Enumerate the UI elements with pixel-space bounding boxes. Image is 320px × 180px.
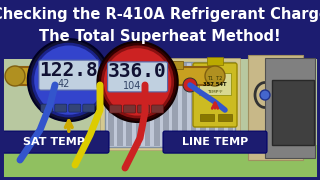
Bar — [136, 63, 141, 146]
FancyBboxPatch shape — [0, 131, 109, 153]
Text: The Total Superheat Method!: The Total Superheat Method! — [39, 28, 281, 44]
Bar — [199, 73, 231, 95]
FancyBboxPatch shape — [55, 104, 67, 112]
Bar — [15, 67, 215, 85]
Text: 104: 104 — [124, 81, 142, 91]
Bar — [52, 61, 68, 69]
FancyBboxPatch shape — [39, 60, 99, 90]
Circle shape — [28, 39, 110, 121]
Text: 122.8: 122.8 — [39, 61, 98, 80]
Bar — [112, 61, 128, 69]
FancyBboxPatch shape — [163, 131, 267, 153]
FancyBboxPatch shape — [1, 0, 319, 59]
Bar — [218, 63, 224, 146]
Bar — [100, 58, 240, 150]
Circle shape — [260, 90, 270, 100]
Text: Checking the R-410A Refrigerant Charge: Checking the R-410A Refrigerant Charge — [0, 8, 320, 22]
FancyBboxPatch shape — [108, 62, 168, 92]
Circle shape — [5, 66, 25, 86]
Bar — [218, 114, 232, 121]
FancyBboxPatch shape — [124, 105, 136, 113]
Circle shape — [48, 78, 62, 92]
Bar — [209, 63, 215, 146]
Bar — [200, 63, 205, 146]
Circle shape — [98, 42, 178, 122]
Circle shape — [102, 47, 173, 117]
Bar — [172, 63, 178, 146]
FancyBboxPatch shape — [138, 105, 150, 113]
Bar — [163, 63, 169, 146]
FancyBboxPatch shape — [152, 105, 164, 113]
Text: 357 54T: 357 54T — [203, 82, 227, 87]
Circle shape — [183, 78, 197, 92]
Bar — [105, 62, 235, 147]
Bar — [182, 63, 187, 146]
Bar — [265, 58, 315, 158]
Text: 42: 42 — [58, 79, 70, 89]
Bar — [228, 63, 233, 146]
Bar — [191, 63, 196, 146]
Bar — [117, 63, 123, 146]
FancyBboxPatch shape — [83, 104, 95, 112]
FancyBboxPatch shape — [109, 105, 122, 113]
FancyBboxPatch shape — [41, 104, 53, 112]
Bar — [207, 57, 223, 65]
Text: 336.0: 336.0 — [108, 62, 167, 81]
Bar — [0, 145, 320, 180]
Bar — [145, 63, 150, 146]
Bar — [248, 55, 303, 160]
Circle shape — [138, 78, 152, 92]
Bar — [167, 61, 183, 69]
Bar — [154, 63, 159, 146]
Bar — [126, 63, 132, 146]
Bar — [0, 59, 320, 180]
FancyBboxPatch shape — [69, 104, 81, 112]
Text: LINE TEMP: LINE TEMP — [182, 137, 248, 147]
Text: T1  T2: T1 T2 — [207, 75, 223, 80]
Circle shape — [93, 78, 107, 92]
Bar — [200, 114, 214, 121]
Circle shape — [33, 44, 105, 116]
Text: TEMP°F: TEMP°F — [207, 90, 223, 94]
FancyBboxPatch shape — [193, 63, 237, 127]
Text: SAT TEMP: SAT TEMP — [23, 137, 85, 147]
Bar — [108, 63, 114, 146]
Circle shape — [205, 66, 225, 86]
Bar — [272, 80, 314, 145]
